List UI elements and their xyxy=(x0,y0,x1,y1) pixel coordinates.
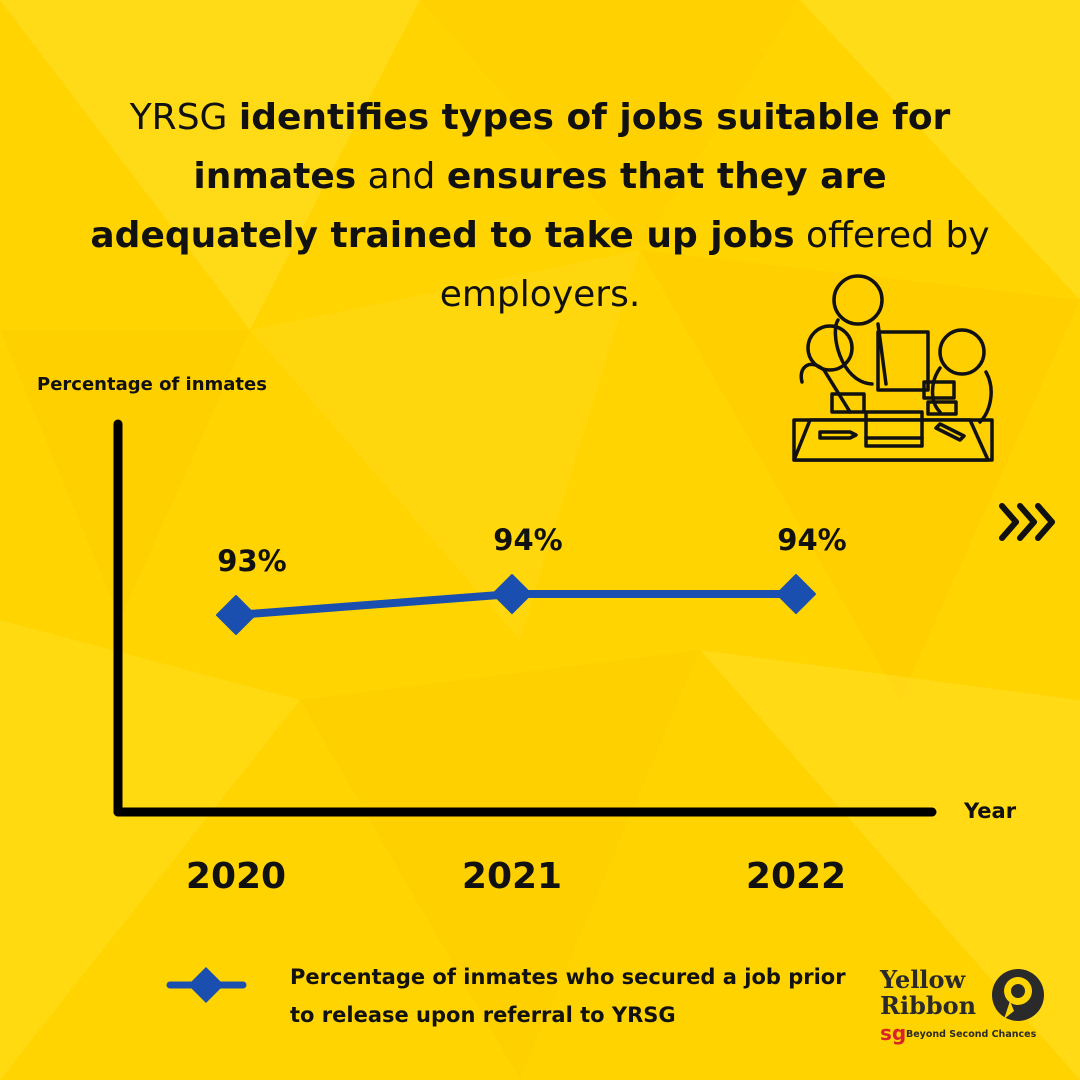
triple-chevron-right-icon[interactable] xyxy=(996,500,1066,544)
data-point-2020 xyxy=(216,595,256,635)
data-label-2022: 94% xyxy=(777,523,846,557)
data-label-2021: 94% xyxy=(493,523,562,557)
logo-sg: sg xyxy=(880,1021,907,1045)
data-label-2020: 93% xyxy=(217,544,286,578)
ribbon-emblem-icon xyxy=(992,969,1044,1021)
logo-line-1: Yellow xyxy=(880,965,966,994)
headline-part-2: identifies types of jobs suitable for in… xyxy=(193,97,951,197)
x-tick-label-2021: 2021 xyxy=(462,856,562,897)
data-point-2022 xyxy=(776,574,816,614)
team-meeting-icon xyxy=(792,274,994,462)
headline-part-5: offered by employers. xyxy=(439,215,990,315)
headline-part-3: and xyxy=(356,156,447,197)
logo-line-2: Ribbon xyxy=(880,991,977,1020)
x-axis-label: Year xyxy=(964,799,1017,823)
legend-text: Percentage of inmates who secured a job … xyxy=(290,965,846,1027)
headline-part-1: YRSG xyxy=(129,97,239,138)
data-point-2021 xyxy=(492,574,532,614)
logo-tagline: Beyond Second Chances xyxy=(906,1029,1037,1040)
yellow-ribbon-logo: Yellow Ribbon sg Beyond Second Chances xyxy=(880,965,1050,1045)
x-tick-label-2020: 2020 xyxy=(186,856,286,897)
headline: YRSG identifies types of jobs suitable f… xyxy=(90,88,990,324)
y-axis-label: Percentage of inmates xyxy=(37,374,267,395)
headline-part-4: ensures that they are adequately trained… xyxy=(90,156,887,256)
x-tick-label-2022: 2022 xyxy=(746,856,846,897)
